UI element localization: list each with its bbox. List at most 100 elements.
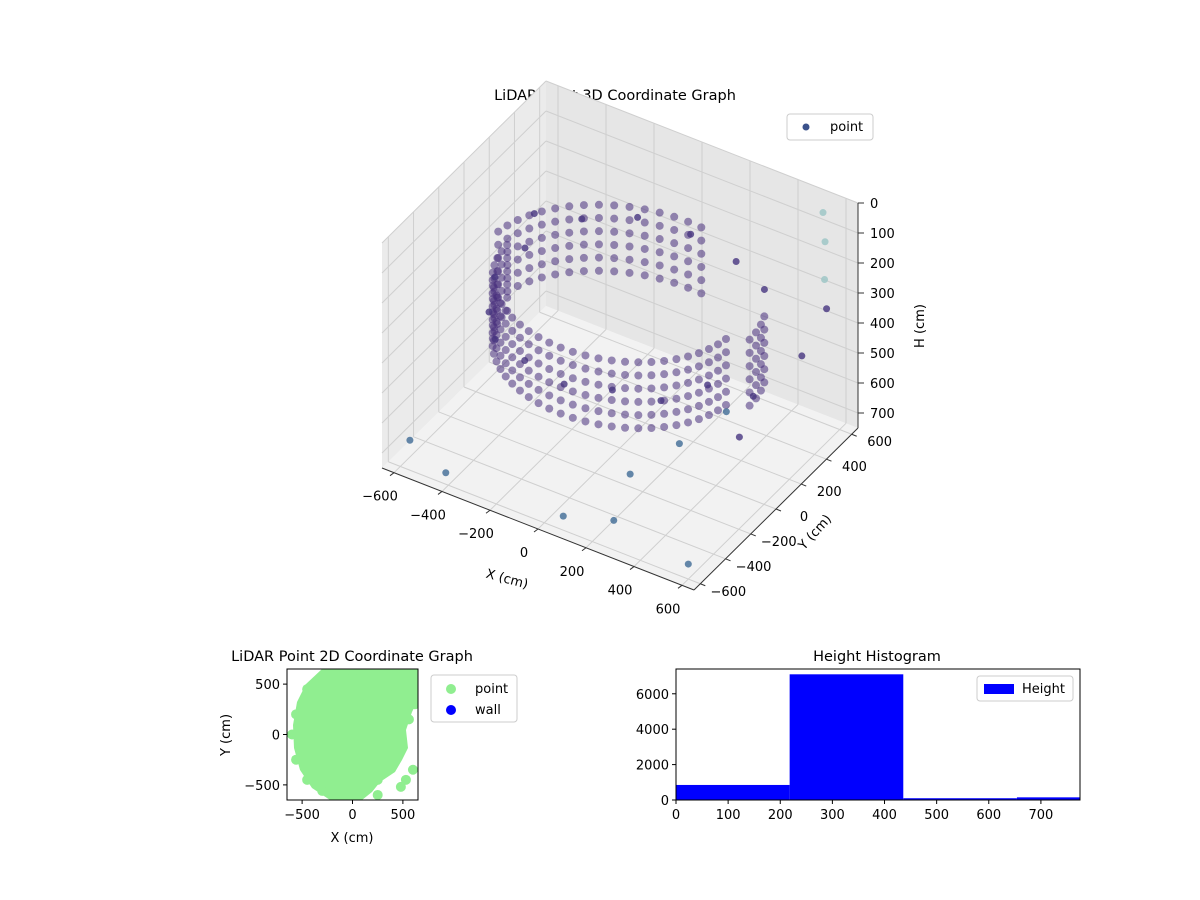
y-tick-mark [725, 558, 731, 562]
point-3d [545, 404, 554, 413]
point-2d [395, 781, 406, 792]
point-3d [694, 375, 703, 384]
point-3d [515, 386, 524, 395]
point-3d [551, 230, 560, 239]
point-3d [647, 371, 656, 380]
plot-2d-xlabel: X (cm) [331, 831, 374, 846]
point-3d [508, 326, 517, 335]
point-3d-outlier [521, 356, 529, 364]
point-3d [640, 205, 649, 214]
point-3d [594, 380, 603, 389]
point-3d [634, 371, 643, 380]
histogram-frame [675, 668, 1081, 801]
point-3d [647, 397, 656, 406]
y-tick-mark [801, 483, 807, 487]
point-3d [497, 273, 506, 282]
point-3d [556, 343, 565, 352]
point-2d [400, 774, 411, 785]
point-3d [672, 355, 681, 364]
z-tick-label: 500 [870, 347, 895, 362]
point-3d [594, 420, 603, 429]
point-3d [551, 257, 560, 266]
point-3d [697, 236, 706, 245]
point-3d [524, 366, 533, 375]
point-3d [672, 421, 681, 430]
y-tick-mark [826, 458, 832, 462]
point-3d [513, 255, 522, 264]
point-3d [670, 252, 679, 261]
point-3d [684, 418, 693, 427]
point-3d [634, 424, 643, 433]
x-tick-label: 0 [672, 808, 680, 823]
point-3d [714, 340, 723, 349]
point-3d [660, 383, 669, 392]
point-3d-outlier [821, 275, 829, 283]
point-3d [684, 217, 693, 226]
point-3d [534, 372, 543, 381]
point-3d [594, 354, 603, 363]
grid-z-back [545, 260, 859, 384]
point-3d [501, 319, 510, 328]
point-3d [684, 257, 693, 266]
point-3d [721, 361, 730, 370]
point-3d [607, 356, 616, 365]
plot-3d-legend-label: point [830, 120, 863, 135]
point-3d [697, 223, 706, 232]
point-3d [684, 405, 693, 414]
point-3d [704, 411, 713, 420]
z-tick-label: 700 [870, 407, 895, 422]
y-tick-mark [851, 433, 857, 437]
plot-2d-legend: point wall [430, 674, 518, 723]
point-3d [501, 332, 510, 341]
point-3d [621, 357, 630, 366]
point-3d [607, 396, 616, 405]
point-3d [607, 422, 616, 431]
grid-z-left [381, 80, 547, 244]
point-3d [534, 333, 543, 342]
plot-3d-legend-box [786, 113, 874, 141]
y-tick-label: −600 [710, 585, 746, 600]
point-3d [501, 359, 510, 368]
x-tick-label: −200 [458, 527, 494, 542]
point-3d [697, 276, 706, 285]
point-3d-outlier [749, 392, 757, 400]
plot-3d-grid [381, 80, 859, 591]
x-tick-label: 600 [656, 602, 681, 617]
point-3d [503, 240, 512, 249]
point-3d [581, 364, 590, 373]
plot-2d-legend-label-wall: wall [475, 703, 501, 718]
point-3d [694, 401, 703, 410]
point-3d-outlier [760, 285, 768, 293]
point-3d [545, 378, 554, 387]
point-3d [565, 268, 574, 277]
y-tick-label: 200 [817, 485, 842, 500]
point-3d [697, 262, 706, 271]
point-3d [497, 260, 506, 269]
grid-z-left [381, 200, 547, 364]
y-tick-label: −200 [761, 535, 797, 550]
point-3d [497, 247, 506, 256]
point-3d [581, 391, 590, 400]
histogram-legend: Height [976, 675, 1074, 702]
histogram-legend-label: Height [1022, 682, 1065, 697]
z-tick-label: 200 [870, 257, 895, 272]
point-3d [565, 228, 574, 237]
point-3d [568, 347, 577, 356]
point-3d [513, 242, 522, 251]
point-3d [752, 381, 761, 390]
point-2d [317, 785, 328, 796]
point-3d [625, 216, 634, 225]
point-3d [721, 334, 730, 343]
grid-z-back [545, 170, 859, 294]
point-3d [594, 393, 603, 402]
grid-z-back [545, 110, 859, 234]
point-3d [594, 407, 603, 416]
point-3d [579, 253, 588, 262]
grid-y-floor [413, 436, 726, 560]
plot-3d: LiDAR Point 3D Coordinate Graph −600−400… [362, 80, 928, 617]
y-tick-label: 6000 [636, 688, 669, 703]
point-3d [684, 378, 693, 387]
point-3d-outlier [675, 440, 683, 448]
point-3d [594, 240, 603, 249]
point-3d [503, 254, 512, 263]
